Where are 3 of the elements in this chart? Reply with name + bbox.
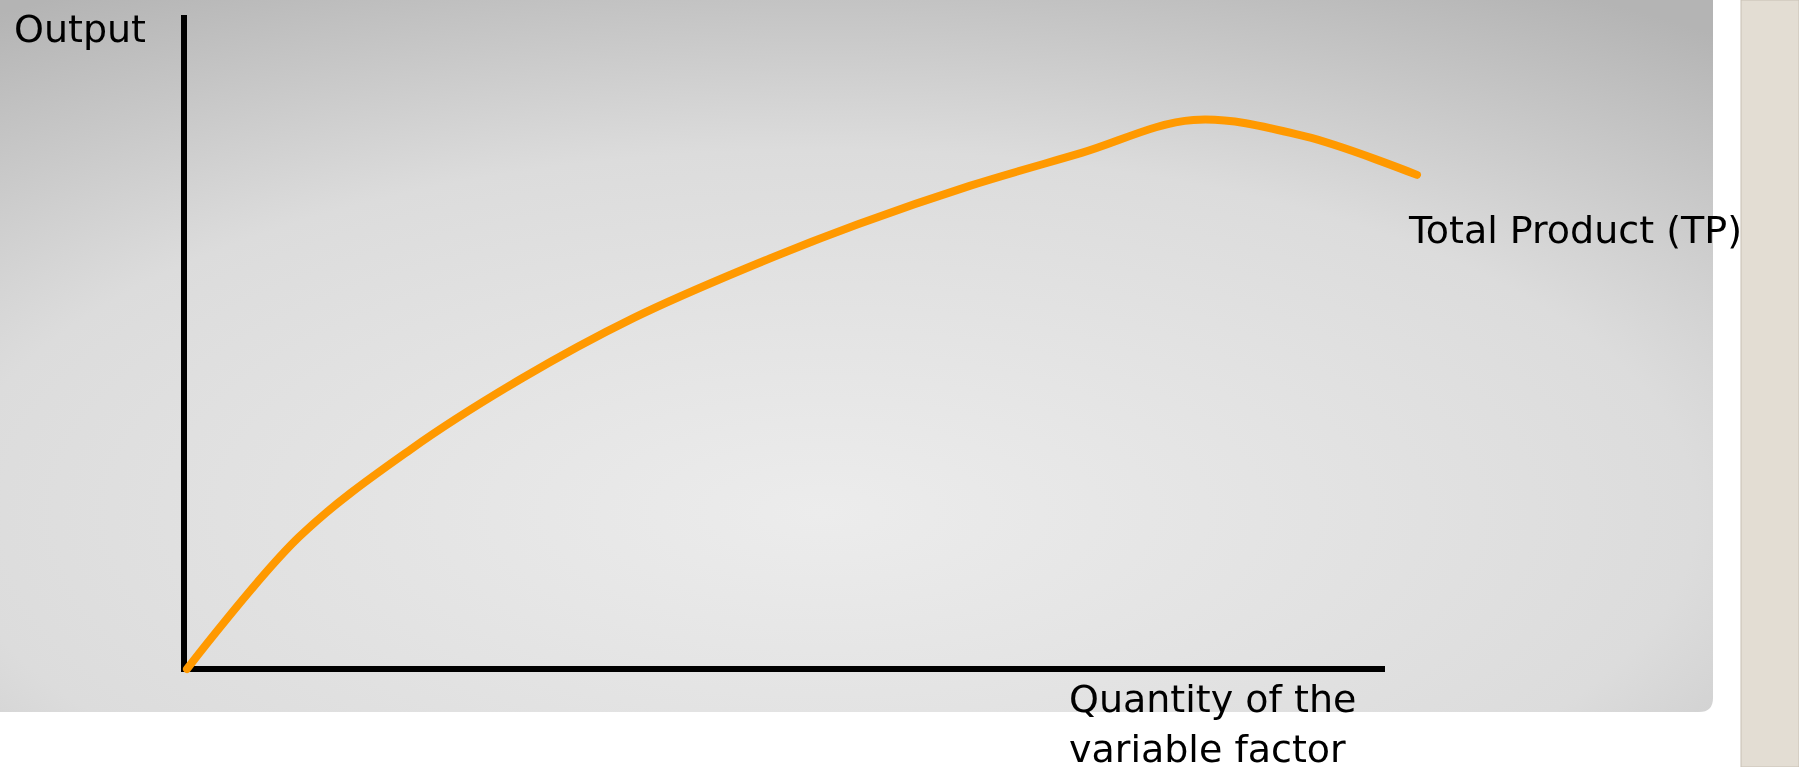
y-axis-title: Output bbox=[14, 7, 146, 51]
series-label: Total Product (TP) bbox=[1408, 207, 1742, 252]
x-axis-title: Quantity of the variable factor bbox=[1069, 677, 1357, 767]
